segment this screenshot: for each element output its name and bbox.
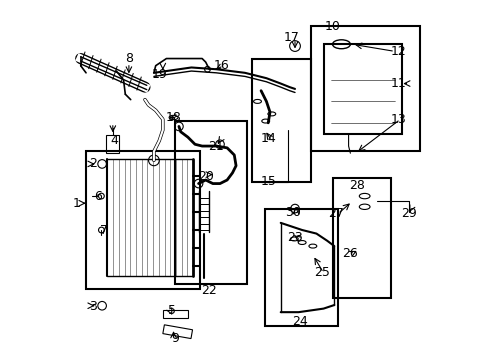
Text: 4: 4: [111, 134, 119, 147]
Text: 22: 22: [201, 284, 217, 297]
Text: 21: 21: [209, 140, 224, 153]
Text: 30: 30: [285, 206, 301, 219]
Bar: [106, 135, 119, 153]
Text: 14: 14: [260, 132, 276, 145]
Text: 28: 28: [349, 179, 366, 192]
Bar: [323, 44, 402, 134]
Text: 18: 18: [166, 111, 181, 124]
Text: 29: 29: [401, 207, 417, 220]
Text: 10: 10: [324, 20, 341, 33]
Text: 20: 20: [198, 170, 214, 183]
Text: 16: 16: [214, 59, 230, 72]
Bar: [333, 178, 392, 298]
Text: 26: 26: [343, 247, 358, 260]
Text: 23: 23: [287, 231, 303, 244]
Text: 3: 3: [89, 300, 97, 313]
Text: 1: 1: [73, 197, 81, 210]
Bar: [265, 208, 338, 327]
Text: 19: 19: [151, 68, 167, 81]
Text: 6: 6: [95, 190, 102, 203]
Text: 5: 5: [168, 304, 176, 317]
Text: 27: 27: [328, 207, 344, 220]
Bar: [175, 121, 247, 284]
Text: 9: 9: [172, 333, 179, 346]
Bar: [252, 59, 311, 182]
Text: 13: 13: [391, 113, 407, 126]
Text: 15: 15: [260, 175, 276, 188]
Text: 12: 12: [391, 45, 407, 58]
Text: 11: 11: [391, 77, 407, 90]
Text: 25: 25: [314, 266, 330, 279]
Text: 2: 2: [89, 157, 97, 170]
Text: 7: 7: [100, 224, 108, 237]
Bar: [86, 152, 200, 289]
Bar: [163, 310, 188, 318]
Text: 17: 17: [284, 31, 299, 44]
Text: 8: 8: [125, 52, 133, 65]
Text: 24: 24: [293, 315, 308, 328]
Bar: [163, 325, 193, 338]
Bar: [311, 26, 420, 152]
